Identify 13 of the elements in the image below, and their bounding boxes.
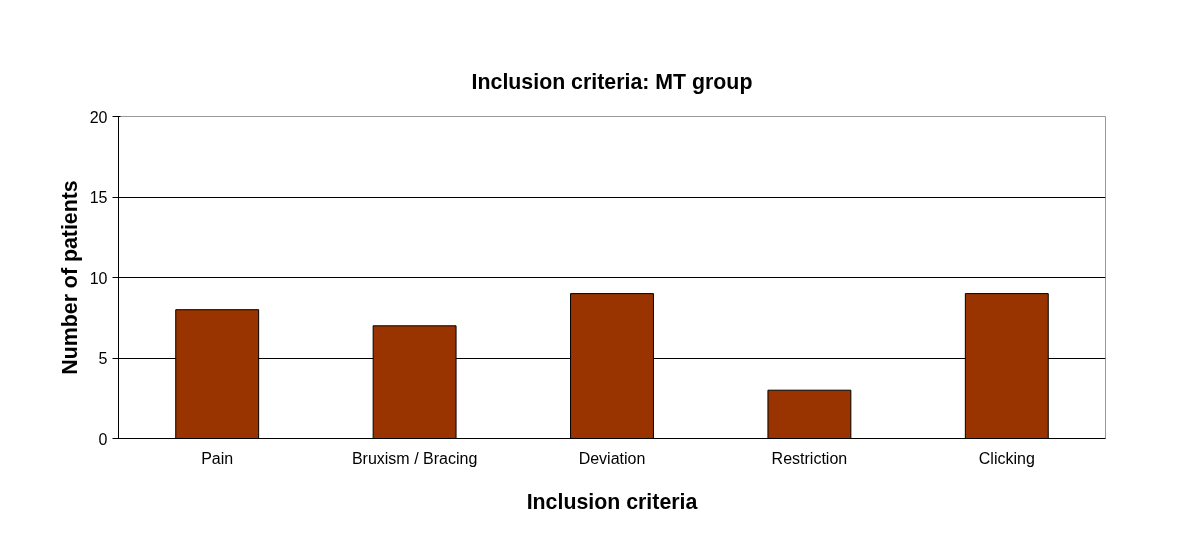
y-tick-label: 15 (89, 189, 108, 206)
x-axis-title: Inclusion criteria (526, 489, 698, 514)
y-tick-label: 0 (98, 430, 108, 448)
y-tick-label: 20 (89, 108, 108, 126)
x-tick-label: Clicking (978, 449, 1035, 467)
y-axis-title: Number of patients (57, 180, 82, 375)
y-tick-label: 5 (98, 350, 108, 367)
x-tick-label: Restriction (771, 449, 848, 467)
y-tick-label: 10 (89, 269, 108, 287)
x-tick-label: Bruxism / Bracing (351, 449, 478, 467)
x-tick-label: Pain (201, 449, 234, 467)
x-tick-label: Deviation (578, 449, 646, 467)
chart-title: Inclusion criteria: MT group (471, 70, 753, 94)
